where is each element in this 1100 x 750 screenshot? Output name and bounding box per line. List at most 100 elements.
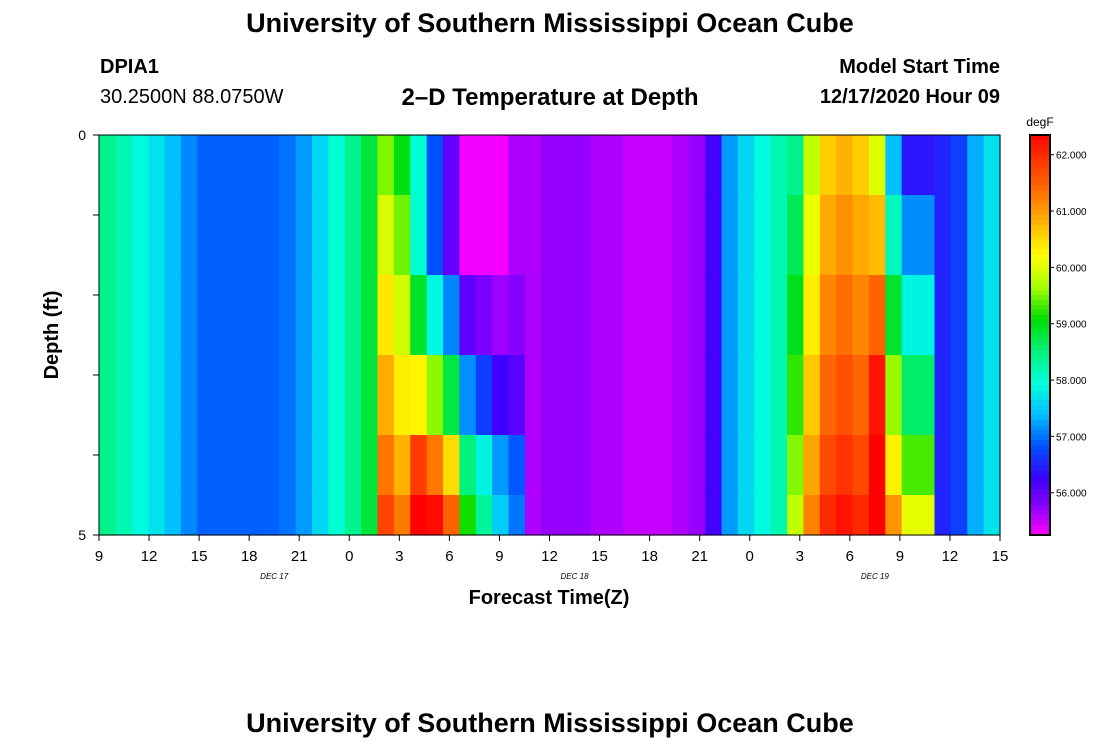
heatmap-cell [508,495,526,536]
heatmap-cell [885,495,903,536]
heatmap-cell [967,495,985,536]
colorbar-swatch [1030,485,1050,491]
heatmap-cell [213,495,231,536]
heatmap-cell [475,195,493,276]
heatmap-cell [197,495,215,536]
heatmap-cell [803,435,821,496]
heatmap-cell [262,195,280,276]
heatmap-cell [721,355,739,436]
colorbar-swatch [1030,480,1050,486]
heatmap-cell [213,435,231,496]
heatmap-cell [164,195,182,276]
heatmap-cell [836,435,854,496]
heatmap-cell [492,135,510,196]
footer-title: University of Southern Mississippi Ocean… [246,708,854,738]
heatmap-cell [410,495,428,536]
heatmap-cell [508,355,526,436]
colorbar-swatch [1030,390,1050,396]
heatmap-cell [246,135,264,196]
heatmap-cell [246,495,264,536]
heatmap-cell [328,135,346,196]
heatmap-cell [606,355,624,436]
heatmap-cell [148,435,166,496]
colorbar-swatch [1030,510,1050,516]
heatmap-cell [868,275,886,356]
colorbar-swatch [1030,315,1050,321]
colorbar-swatch [1030,405,1050,411]
heatmap-cell [983,355,1001,436]
colorbar-swatch [1030,435,1050,441]
heatmap-cell [262,495,280,536]
heatmap-cell [230,135,248,196]
heatmap-cell [623,355,641,436]
colorbar: 62.000 61.000 60.000 59.000 58.000 57.000 56.0… [1029,134,1087,536]
colorbar-swatch [1030,145,1050,151]
heatmap-cell [721,495,739,536]
heatmap-cell [361,275,379,356]
heatmap-cell [295,435,313,496]
colorbar-unit: degF [1026,115,1053,129]
x-tick-label: 12 [141,548,158,565]
heatmap-cell [705,195,723,276]
heatmap-cell [950,495,968,536]
x-tick-label: 12 [541,548,558,565]
heatmap-cell [885,195,903,276]
heatmap-cell [623,435,641,496]
heatmap-cell [459,275,477,356]
heatmap-cell [868,135,886,196]
heatmap-cell [443,495,460,536]
heatmap-cell [705,495,723,536]
colorbar-swatch [1030,465,1050,471]
colorbar-swatch [1030,195,1050,201]
colorbar-swatch [1030,160,1050,166]
heatmap-cell [180,355,198,436]
heatmap-cell [311,195,329,276]
heatmap-cells [99,135,1001,536]
heatmap-cell [262,135,280,196]
heatmap-cell [754,135,772,196]
colorbar-swatch [1030,285,1050,291]
colorbar-swatch [1030,380,1050,386]
heatmap-cell [918,275,936,356]
colorbar-swatch [1030,400,1050,406]
chart-title: 2–D Temperature at Depth [401,84,699,111]
x-tick-label: 3 [796,548,804,565]
heatmap-cell [623,495,641,536]
colorbar-swatch [1030,295,1050,301]
heatmap-cell [787,275,805,356]
heatmap-cell [393,135,411,196]
heatmap-cell [934,355,952,436]
colorbar-swatch [1030,420,1050,426]
heatmap-cell [967,435,985,496]
colorbar-swatch [1030,215,1050,221]
heatmap-cell [328,275,346,356]
colorbar-tick-label: 59.000 [1056,320,1087,331]
heatmap-cell [230,195,248,276]
heatmap-cell [131,435,149,496]
heatmap-cell [164,275,182,356]
heatmap-cell [770,355,788,436]
heatmap-cell [918,435,936,496]
colorbar-swatch [1030,325,1050,331]
heatmap-cell [672,435,690,496]
colorbar-swatch [1030,460,1050,466]
heatmap-cell [688,435,706,496]
heatmap-cell [492,275,510,356]
heatmap-cell [279,195,297,276]
heatmap-cell [557,275,575,356]
heatmap-cell [655,435,673,496]
heatmap-cell [918,135,936,196]
heatmap-cell [983,135,1001,196]
colorbar-swatch [1030,210,1050,216]
heatmap-cell [99,495,116,536]
x-tick-label: 21 [691,548,708,565]
heatmap-cell [115,355,133,436]
heatmap-cell [606,435,624,496]
colorbar-swatch [1030,440,1050,446]
x-tick-label: 9 [495,548,503,565]
heatmap-cell [655,135,673,196]
heatmap-cell [197,275,215,356]
colorbar-swatch [1030,155,1050,161]
heatmap-cell [295,135,313,196]
heatmap-cell [557,495,575,536]
